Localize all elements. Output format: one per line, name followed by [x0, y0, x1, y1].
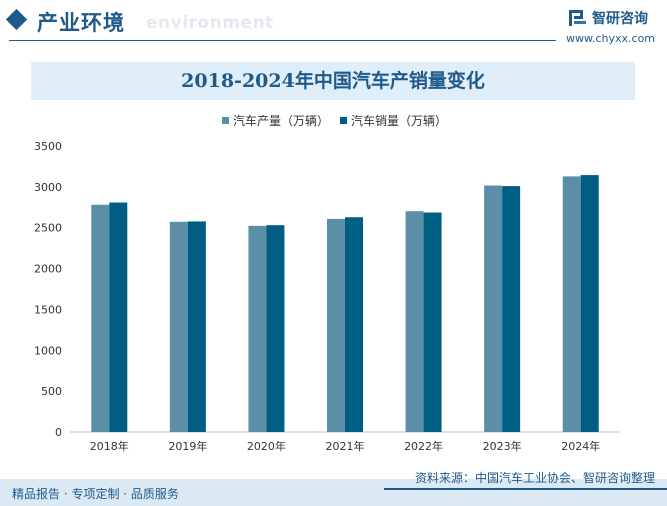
y-tick-label: 1000 — [34, 344, 62, 357]
header-divider — [9, 40, 556, 41]
chart-title-band: 2018-2024年中国汽车产销量变化 — [31, 62, 635, 100]
footer-bar — [0, 479, 667, 506]
footer-divider — [384, 488, 667, 490]
x-tick-label: 2018年 — [90, 439, 129, 453]
data-source: 资料来源：中国汽车工业协会、智研咨询整理 — [414, 471, 655, 485]
y-tick-label: 3000 — [34, 181, 62, 194]
bar-sales — [266, 225, 285, 432]
y-tick-label: 2500 — [34, 222, 62, 235]
bar-production — [562, 176, 581, 432]
y-tick-label: 2000 — [34, 263, 62, 276]
legend-item-sales: 汽车销量（万辆） — [340, 113, 447, 129]
bar-production — [169, 221, 188, 432]
footer-tagline: 精品报告 · 专项定制 · 品质服务 — [12, 487, 179, 501]
x-tick-label: 2021年 — [326, 439, 365, 453]
brand-logo-icon — [569, 10, 586, 26]
x-tick-label: 2020年 — [247, 439, 286, 453]
legend-swatch-production — [222, 117, 229, 124]
bar-production — [405, 211, 424, 432]
bar-production — [91, 204, 110, 432]
bar-sales — [423, 212, 442, 432]
legend-label-production: 汽车产量（万辆） — [233, 114, 330, 128]
y-tick-label: 1500 — [34, 303, 62, 316]
bar-sales — [187, 221, 206, 432]
legend-label-sales: 汽车销量（万辆） — [351, 114, 448, 128]
y-tick-label: 0 — [55, 426, 62, 439]
section-subtitle: environment — [146, 13, 274, 33]
legend-swatch-sales — [340, 117, 347, 124]
legend-item-production: 汽车产量（万辆） — [222, 113, 329, 129]
bar-production — [484, 185, 503, 432]
x-tick-label: 2023年 — [483, 439, 522, 453]
bar-production — [248, 225, 267, 432]
x-tick-label: 2019年 — [168, 439, 207, 453]
x-tick-label: 2024年 — [561, 439, 600, 453]
brand-name: 智研咨询 — [592, 11, 648, 27]
bar-sales — [345, 217, 363, 432]
y-tick-label: 500 — [41, 385, 62, 398]
bar-chart: 0 500 1000 1500 2000 2500 3000 3500 2018年 2019年 20… — [34, 140, 620, 453]
bar-sales — [580, 175, 599, 433]
x-tick-label: 2022年 — [404, 439, 443, 453]
section-title: 产业环境 — [37, 11, 125, 35]
bar-sales — [109, 202, 128, 432]
brand-url[interactable]: www.chyxx.com — [566, 32, 656, 45]
bar-sales — [502, 186, 521, 432]
bar-production — [327, 218, 345, 432]
chart-title: 2018-2024年中国汽车产销量变化 — [181, 70, 485, 92]
y-tick-label: 3500 — [34, 140, 62, 153]
